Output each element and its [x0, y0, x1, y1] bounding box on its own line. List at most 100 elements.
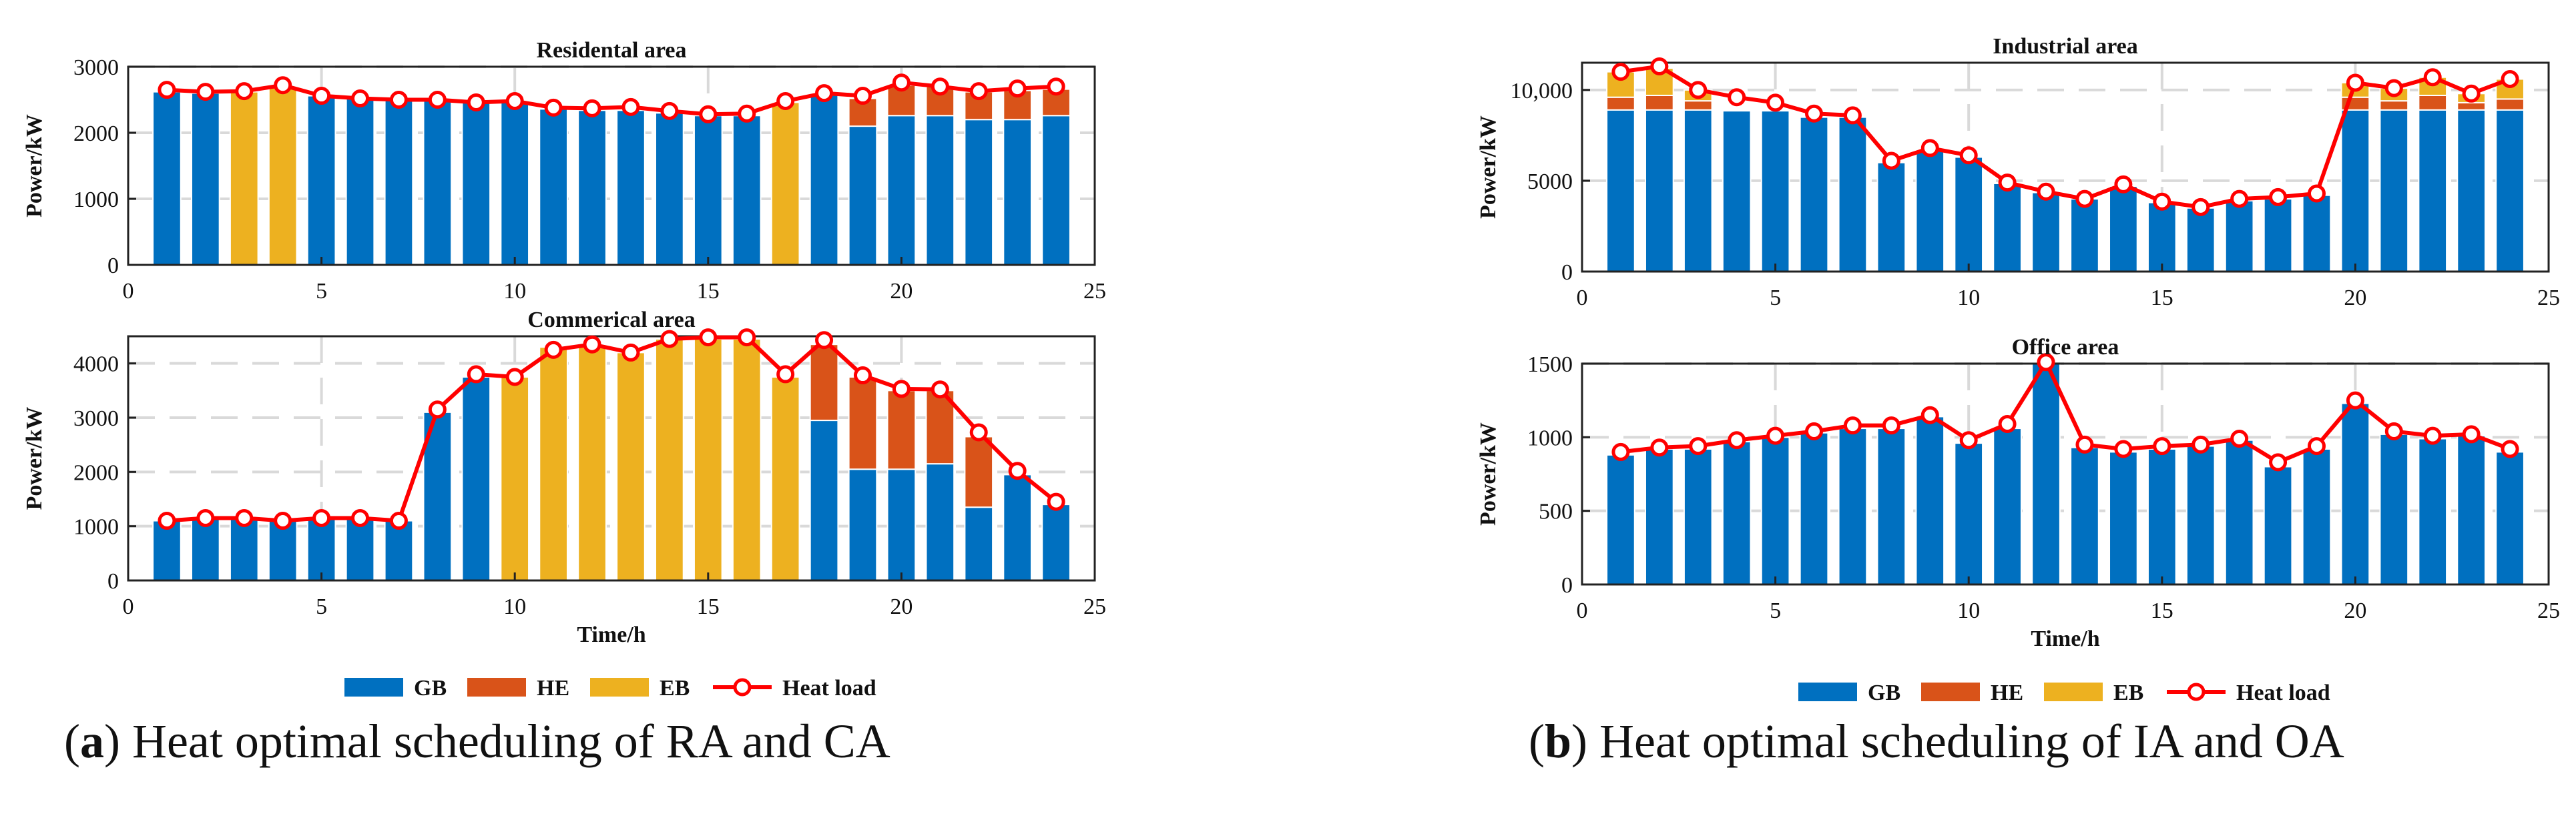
industrial-heat-load-point: [1611, 63, 1630, 81]
office-heat-load-point: [2192, 435, 2210, 454]
industrial-bar-gb: [2302, 194, 2332, 272]
industrial-heat-load-point: [1805, 104, 1824, 123]
commercial-heat-load-point: [312, 508, 331, 527]
industrial-heat-load-point: [2462, 84, 2481, 103]
commercial-heat-load-point: [621, 343, 640, 362]
commercial-bar-he: [964, 436, 994, 508]
residential-bar-gb: [925, 115, 955, 266]
commercial-bar-eb: [770, 376, 800, 581]
office-heat-load-point: [1882, 416, 1900, 435]
residential-bar-gb: [152, 91, 182, 266]
office-bar-gb: [2340, 402, 2370, 586]
office-bar-gb: [1838, 428, 1868, 585]
commercial-bar-eb: [539, 346, 568, 581]
commercial-bar-eb: [732, 338, 762, 581]
legend-b: GB HE EB Heat load: [1798, 681, 2330, 705]
office-bar-gb: [2302, 448, 2332, 586]
industrial-heat-load-point: [2114, 175, 2133, 193]
residential-heat-load-point: [196, 83, 215, 101]
industrial-bar-he: [1644, 94, 1674, 111]
commercial-heat-load-point: [969, 423, 988, 442]
office-chart-title: Office area: [2012, 335, 2119, 360]
industrial-heat-load-point: [1920, 139, 1939, 157]
industrial-y-tick-label: 5000: [1527, 169, 1573, 194]
commercial-bar-gb: [306, 517, 336, 582]
residential-y-tick-label: 2000: [73, 121, 119, 146]
caption-b-text: ) Heat optimal scheduling of IA and OA: [1571, 715, 2344, 768]
commercial-plot-frame: [127, 335, 1096, 582]
industrial-bar-gb: [1606, 109, 1635, 272]
legend-b-label-gb: GB: [1868, 681, 1900, 705]
industrial-bar-gb: [2495, 109, 2525, 272]
office-heat-load-point: [1611, 442, 1630, 461]
commercial-chart-title: Commerical area: [527, 308, 695, 332]
industrial-bar-gb: [2379, 109, 2409, 272]
industrial-area-chart: 0 5 10 15 20 25 0 5000 10,000 Industrial area Powe…: [1476, 34, 2560, 310]
office-heat-load-point: [2037, 353, 2055, 372]
office-heat-load-point: [1766, 426, 1785, 445]
industrial-bar-he: [2418, 94, 2448, 111]
office-y-tick-label: 500: [1539, 500, 1573, 524]
office-heat-load-point: [1805, 422, 1824, 441]
office-bar-gb: [1799, 432, 1829, 585]
commercial-x-tick-label: 25: [1083, 594, 1106, 619]
commercial-bar-gb: [1041, 504, 1071, 582]
industrial-bar-gb: [2109, 185, 2138, 272]
residential-heat-load-point: [467, 93, 485, 111]
office-plot-frame: [1581, 362, 2550, 586]
commercial-x-axis-label: Time/h: [577, 622, 646, 647]
commercial-heat-load-point: [776, 365, 795, 384]
commercial-bar-eb: [655, 338, 684, 581]
legend-b-label-eb: EB: [2113, 681, 2143, 705]
legend-a: GB HE EB Heat load: [344, 676, 876, 701]
commercial-y-tick-label: 1000: [73, 515, 119, 540]
residential-heat-load-point: [776, 91, 795, 110]
commercial-bar-eb: [577, 344, 607, 581]
office-heat-load-point: [2075, 435, 2094, 454]
industrial-heat-load-point: [2192, 197, 2210, 216]
residential-chart-title: Residental area: [536, 38, 686, 63]
residential-heat-load-point: [660, 101, 679, 120]
office-heat-load-point: [2230, 430, 2249, 448]
legend-b-swatch-gb: [1798, 683, 1857, 701]
office-heat-load-point: [2423, 426, 2442, 445]
office-bar-gb: [1993, 428, 2022, 585]
commercial-x-tick-label: 15: [697, 594, 720, 619]
commercial-heat-load-point: [815, 331, 834, 350]
legend-b-swatch-eb: [2044, 683, 2103, 701]
office-bar-gb: [2185, 445, 2216, 585]
residential-bar-gb: [345, 97, 375, 266]
commercial-heat-load-point: [583, 335, 601, 354]
caption-a-label: a: [79, 715, 104, 768]
commercial-x-tick-label: 20: [890, 594, 913, 619]
residential-bar-eb: [229, 91, 259, 266]
caption-a: (a) Heat optimal scheduling of RA and CA: [64, 715, 890, 768]
residential-bar-gb: [1041, 115, 1071, 266]
residential-bar-gb: [577, 109, 607, 266]
office-heat-load-point: [1650, 438, 1669, 457]
office-x-axis-label: Time/h: [2031, 627, 2099, 651]
office-y-tick-label: 0: [1561, 573, 1573, 598]
commercial-y-tick-label: 0: [107, 569, 119, 594]
office-x-tick-label: 10: [1957, 598, 1980, 623]
industrial-bar-gb: [1993, 182, 2022, 273]
industrial-heat-load-point: [2384, 79, 2403, 97]
legend-b-swatch-he: [1921, 683, 1980, 701]
office-bar-gb: [1606, 454, 1635, 586]
industrial-bar-he: [1606, 96, 1635, 111]
commercial-heat-load-line: [166, 335, 1057, 523]
legend-a-label-heat-load: Heat load: [782, 676, 876, 701]
industrial-bar-gb: [2457, 109, 2487, 272]
industrial-heat-load-point: [2269, 187, 2288, 206]
residential-bar-eb: [268, 85, 298, 266]
industrial-bar-gb: [2340, 109, 2370, 272]
legend-a-label-eb: EB: [660, 676, 690, 701]
commercial-bar-he: [848, 376, 878, 470]
office-bar-gb: [1644, 448, 1674, 586]
industrial-heat-load-point: [1650, 57, 1669, 75]
industrial-heat-load-point: [1998, 173, 2017, 192]
commercial-heat-load-point: [235, 508, 254, 527]
residential-heat-load-point: [815, 84, 834, 103]
office-bar-gb: [2224, 439, 2254, 585]
industrial-heat-load-point: [1766, 93, 1785, 112]
